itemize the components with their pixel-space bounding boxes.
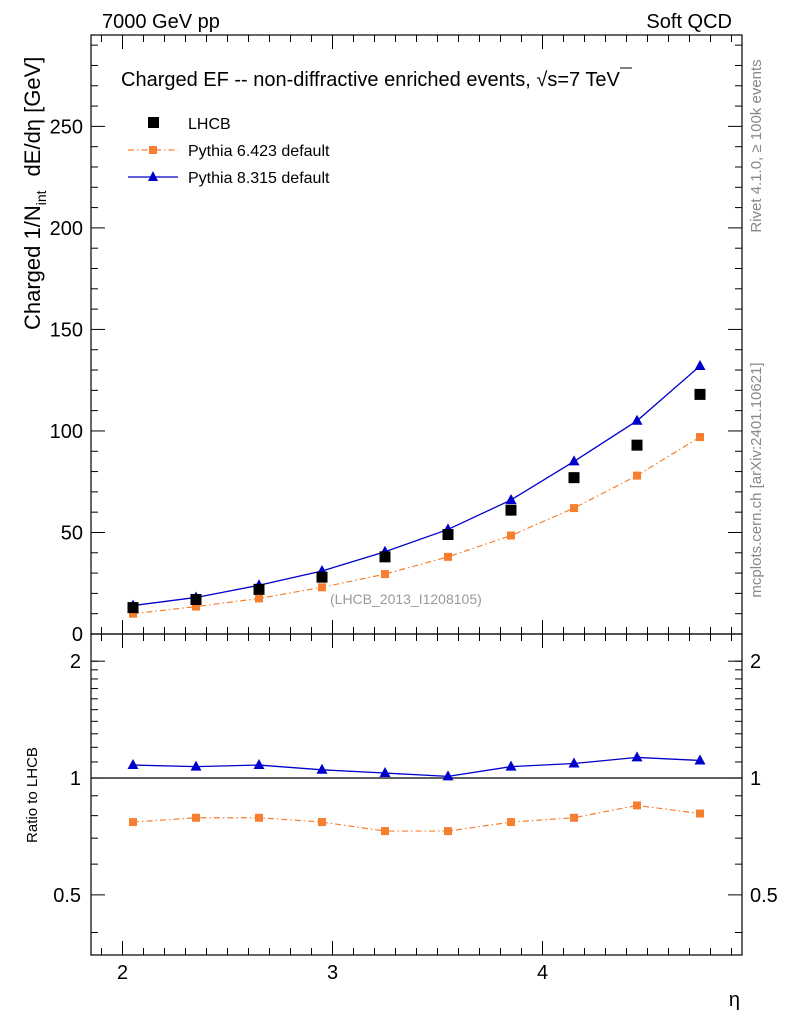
y-label-suffix: dE/dη [GeV] — [20, 57, 45, 177]
ratio-y-tick-label-right: 1 — [750, 768, 761, 790]
ratio-point-pythia6 — [318, 818, 326, 827]
ratio-point-pythia8 — [316, 763, 328, 774]
ratio-point-pythia6 — [507, 818, 515, 827]
chart-title: Charged EF -- non-diffractive enriched e… — [121, 69, 620, 91]
point-pythia6 — [570, 504, 578, 513]
legend-label-pythia6: Pythia 6.423 default — [188, 143, 330, 160]
point-lhcb — [505, 504, 517, 516]
ratio-point-pythia8 — [694, 754, 706, 765]
ratio-plot-data — [127, 751, 706, 836]
point-lhcb — [316, 571, 328, 583]
ratio-point-pythia8 — [379, 767, 391, 778]
ratio-y-tick-label-right: 2 — [750, 651, 761, 673]
point-pythia6 — [507, 531, 515, 540]
ratio-point-pythia6 — [129, 818, 137, 827]
x-tick-label: 2 — [117, 962, 128, 984]
main-y-tick-label: 200 — [50, 218, 83, 240]
main-plot-data — [127, 359, 706, 618]
legend-marker-pythia6 — [149, 146, 157, 154]
ratio-point-pythia6 — [255, 813, 263, 822]
y-label-prefix: Charged 1/N — [20, 205, 45, 330]
main-y-tick-label: 0 — [72, 624, 83, 646]
ratio-line-pythia8 — [132, 756, 701, 778]
main-axis-ticks: 0 50 100 150 200 250 — [50, 35, 742, 646]
ratio-y-tick-label-left: 2 — [70, 651, 81, 673]
ratio-point-pythia6 — [192, 813, 200, 822]
ratio-point-pythia6 — [570, 813, 578, 822]
rivet-version-label: Rivet 4.1.0, ≥ 100k events — [748, 59, 765, 232]
ratio-panel-frame — [90, 633, 743, 956]
ratio-point-pythia8 — [190, 760, 202, 771]
legend: LHCB Pythia 6.423 default Pythia 8.315 d… — [128, 116, 330, 187]
ratio-point-pythia6 — [381, 827, 389, 836]
analysis-watermark: (LHCB_2013_I1208105) — [330, 591, 482, 607]
point-pythia8 — [694, 359, 706, 370]
main-y-axis-label: Charged 1/Nint dE/dη [GeV] — [20, 57, 49, 330]
main-y-tick-label: 100 — [50, 421, 83, 443]
ratio-point-pythia8 — [253, 759, 265, 770]
ratio-y-tick-label-left: 0.5 — [53, 885, 81, 907]
point-pythia6 — [633, 471, 641, 480]
point-pythia6 — [381, 570, 389, 579]
point-lhcb — [631, 439, 643, 451]
point-pythia6 — [192, 602, 200, 611]
series-line-pythia6 — [132, 436, 701, 615]
header-right: Soft QCD — [646, 11, 732, 33]
point-pythia6 — [444, 552, 452, 561]
main-y-tick-label: 150 — [50, 319, 83, 341]
point-pythia6 — [255, 594, 263, 603]
ratio-point-pythia6 — [696, 809, 704, 818]
sqrt-symbol: √ — [536, 69, 547, 91]
point-lhcb — [568, 472, 580, 484]
main-y-tick-label: 250 — [50, 116, 83, 138]
x-tick-label: 4 — [537, 962, 548, 984]
legend-marker-pythia8 — [148, 171, 158, 181]
ratio-y-tick-label-right: 0.5 — [750, 885, 778, 907]
point-pythia6 — [129, 609, 137, 618]
chart-title-energy: s=7 TeV — [547, 69, 620, 91]
series-line-pythia8 — [132, 365, 701, 607]
chart-title-main: Charged EF -- non-diffractive enriched e… — [121, 69, 536, 91]
ratio-line-pythia6 — [132, 804, 701, 832]
point-lhcb — [379, 551, 391, 563]
ratio-y-tick-label-left: 1 — [70, 768, 81, 790]
ratio-point-pythia6 — [633, 801, 641, 810]
point-pythia8 — [568, 455, 580, 466]
mcplots-label: mcplots.cern.ch [arXiv:2401.10621] — [748, 362, 765, 597]
point-pythia6 — [696, 433, 704, 442]
legend-label-pythia8: Pythia 8.315 default — [188, 170, 330, 187]
point-pythia8 — [505, 493, 517, 504]
point-pythia8 — [631, 414, 643, 425]
ratio-point-pythia8 — [568, 757, 580, 768]
point-lhcb — [127, 602, 139, 614]
ratio-axis-ticks: 0.5 0.5 1 1 2 2 2 3 4 — [53, 634, 778, 984]
ratio-y-axis-label: Ratio to LHCB — [24, 747, 41, 843]
point-lhcb — [190, 593, 202, 605]
main-y-tick-label: 50 — [61, 522, 83, 544]
ratio-point-pythia6 — [444, 827, 452, 836]
point-lhcb — [253, 583, 265, 595]
header-left: 7000 GeV pp — [102, 11, 220, 33]
ratio-point-pythia8 — [442, 770, 454, 781]
legend-marker-lhcb — [148, 117, 159, 128]
point-lhcb — [442, 529, 454, 541]
x-tick-label: 3 — [327, 962, 338, 984]
point-pythia6 — [318, 583, 326, 592]
ratio-point-pythia8 — [127, 759, 139, 770]
y-label-subscript: int — [33, 190, 49, 205]
legend-label-lhcb: LHCB — [188, 116, 231, 133]
ratio-point-pythia8 — [505, 760, 517, 771]
point-lhcb — [694, 388, 706, 400]
ratio-point-pythia8 — [631, 751, 643, 762]
x-axis-label: η — [729, 989, 740, 1011]
